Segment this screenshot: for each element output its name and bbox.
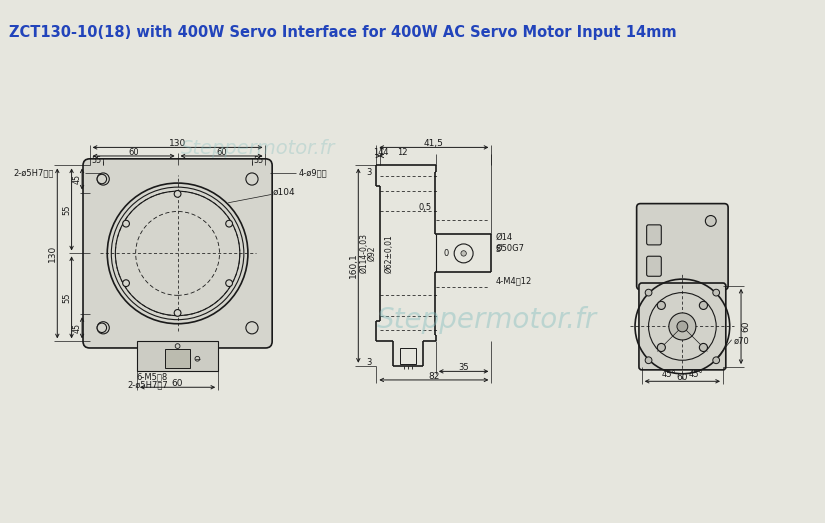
Circle shape (713, 289, 719, 296)
Circle shape (226, 220, 233, 227)
Text: Steppermotor.fr: Steppermotor.fr (182, 139, 336, 158)
Text: 2-ø5H7深7: 2-ø5H7深7 (127, 381, 168, 390)
Text: Ø92: Ø92 (368, 246, 377, 261)
Text: 55: 55 (63, 292, 71, 303)
Text: 60: 60 (742, 321, 750, 332)
Circle shape (246, 322, 258, 334)
Text: 82: 82 (428, 372, 440, 381)
Text: 5: 5 (495, 245, 501, 254)
Circle shape (645, 357, 652, 363)
Text: 55: 55 (253, 156, 264, 165)
Circle shape (226, 280, 233, 287)
Circle shape (246, 173, 258, 185)
Circle shape (97, 323, 106, 333)
Text: 4-ø9通孔: 4-ø9通孔 (299, 168, 328, 178)
Circle shape (97, 322, 109, 334)
Text: 130: 130 (169, 139, 186, 148)
Text: 60: 60 (676, 373, 688, 382)
Text: 45°: 45° (662, 370, 676, 379)
Text: 6-M5深8: 6-M5深8 (137, 372, 168, 381)
Bar (137, 342, 218, 371)
Circle shape (645, 289, 652, 296)
Circle shape (713, 357, 719, 363)
Text: 41,5: 41,5 (424, 139, 444, 148)
Text: 3: 3 (366, 358, 371, 367)
Text: 0: 0 (444, 249, 449, 258)
Circle shape (705, 215, 716, 226)
Text: 60: 60 (216, 147, 227, 157)
Text: 60: 60 (129, 147, 139, 157)
Circle shape (677, 321, 688, 332)
Text: 55: 55 (63, 204, 71, 215)
Text: 35: 35 (459, 363, 469, 372)
Text: 3: 3 (366, 168, 371, 177)
Text: 55: 55 (92, 156, 101, 165)
FancyBboxPatch shape (639, 283, 726, 370)
Text: 2-ø5H7通孔: 2-ø5H7通孔 (13, 168, 54, 178)
Circle shape (97, 174, 106, 184)
Bar (166, 349, 190, 368)
Text: Ø62±0,01: Ø62±0,01 (384, 234, 394, 273)
Circle shape (461, 251, 466, 256)
Text: Ø114-0,03: Ø114-0,03 (360, 233, 369, 274)
Text: 45: 45 (73, 174, 82, 184)
Circle shape (658, 301, 666, 310)
Text: ø70: ø70 (733, 336, 749, 345)
FancyBboxPatch shape (647, 225, 662, 245)
Text: 4-M4深12: 4-M4深12 (495, 276, 531, 285)
FancyBboxPatch shape (83, 159, 272, 348)
Circle shape (700, 344, 708, 351)
Circle shape (174, 190, 181, 197)
Circle shape (97, 173, 109, 185)
Text: ZCT130-10(18) with 400W Servo Interface for 400W AC Servo Motor Input 14mm: ZCT130-10(18) with 400W Servo Interface … (9, 25, 676, 40)
Text: Ø14: Ø14 (495, 233, 512, 242)
Circle shape (669, 313, 696, 340)
Text: ø104: ø104 (273, 188, 295, 197)
Text: 14: 14 (378, 147, 389, 157)
Text: 160,1: 160,1 (349, 253, 358, 278)
Circle shape (700, 301, 708, 310)
Bar (400, 347, 417, 364)
Circle shape (123, 220, 130, 227)
Text: Steppermotor.fr: Steppermotor.fr (377, 306, 597, 334)
Text: 45: 45 (73, 323, 82, 333)
Text: 14: 14 (373, 147, 384, 157)
Text: 60: 60 (172, 379, 183, 388)
FancyBboxPatch shape (637, 203, 728, 290)
Circle shape (658, 344, 666, 351)
Text: 45°: 45° (688, 370, 703, 379)
FancyBboxPatch shape (647, 256, 662, 276)
Text: Ø50G7: Ø50G7 (495, 244, 524, 253)
Text: 12: 12 (397, 147, 408, 157)
Circle shape (123, 280, 130, 287)
Text: 130: 130 (48, 245, 57, 262)
Text: 0,5: 0,5 (419, 203, 432, 212)
Circle shape (174, 310, 181, 316)
